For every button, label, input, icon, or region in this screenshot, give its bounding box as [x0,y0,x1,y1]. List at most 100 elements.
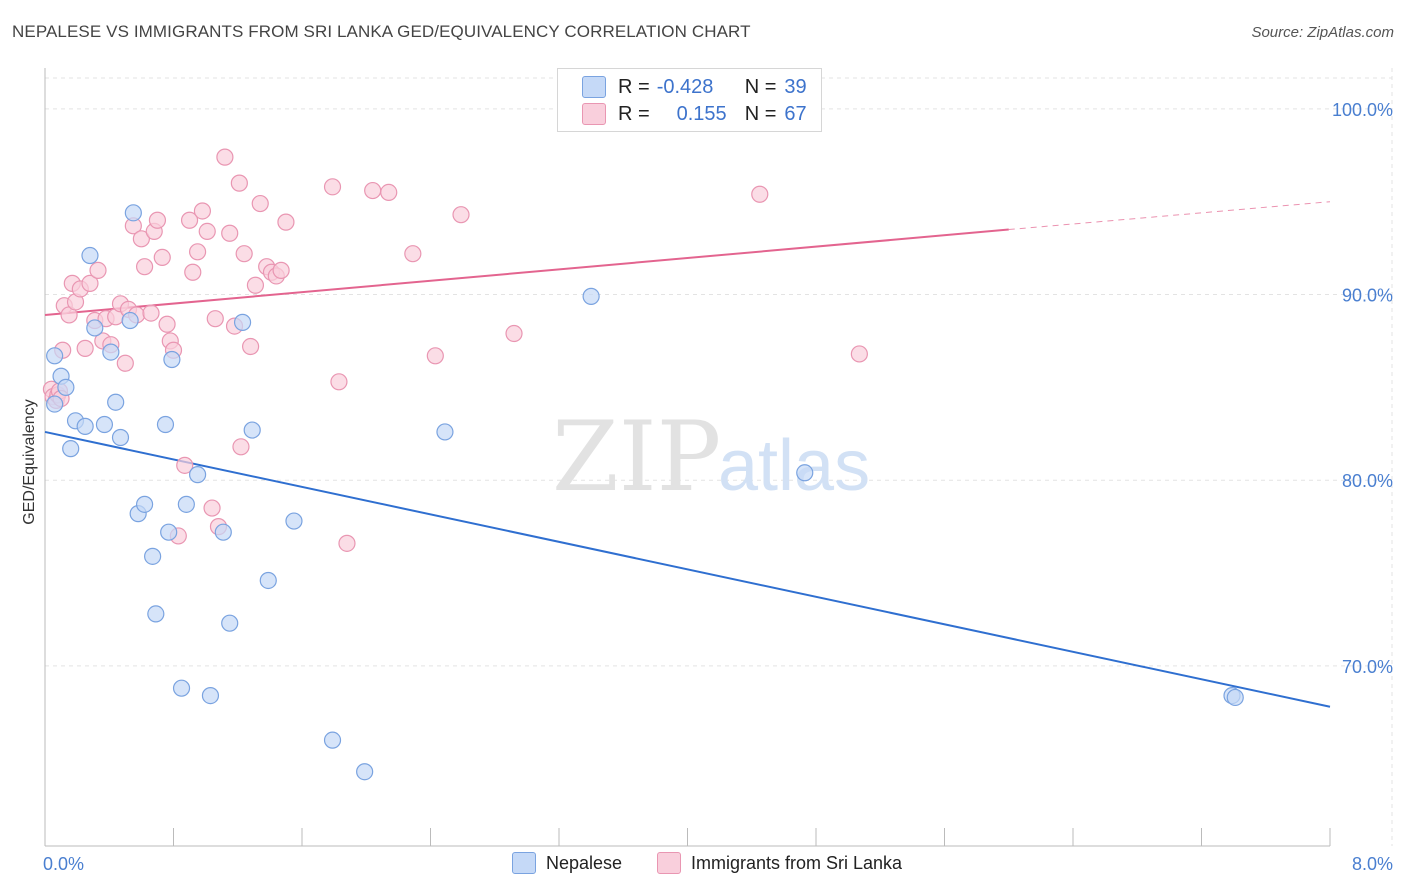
nepalese-point [156,415,175,434]
chart-title: NEPALESE VS IMMIGRANTS FROM SRI LANKA GE… [12,22,751,41]
series-swatch-blue [512,852,536,874]
legend-r-label: R = [618,102,650,125]
sri-lanka-point [426,347,444,365]
nepalese-point [147,605,165,623]
sri-lanka-point [81,274,99,292]
x-tick-label: 8.0% [1352,854,1393,874]
sri-lanka-trendline-extension [1008,201,1331,231]
nepalese-point [436,423,454,441]
nepalese-point [124,204,142,222]
sri-lanka-point [277,213,295,231]
nepalese-point [356,763,374,781]
sri-lanka-point [158,315,176,333]
nepalese-trendline [44,430,1331,708]
nepalese-point [76,417,94,435]
sri-lanka-point [338,534,356,552]
nepalese-point [107,393,125,411]
nepalese-point [285,512,303,530]
sri-lanka-point [323,178,342,196]
sri-lanka-point [330,373,348,391]
sri-lanka-point [505,324,523,343]
nepalese-point [1226,688,1244,707]
sri-lanka-point [242,337,260,356]
series-label-nepalese: Nepalese [546,852,623,873]
sri-lanka-point [116,354,134,372]
bottom-legend-sri-lanka[interactable]: Immigrants from Sri Lanka [657,852,902,874]
sri-lanka-point [452,206,470,224]
sri-lanka-point [751,185,769,203]
legend-r-label: R = [618,75,650,98]
stats-legend: R = -0.428 N = 39 R = 0.155 N = 67 [557,68,822,132]
y-tick-label: 90.0% [1342,286,1393,306]
y-axis-label: GED/Equivalency [21,399,38,524]
series-label-sri-lanka: Immigrants from Sri Lanka [691,852,903,873]
sri-lanka-point [176,456,194,474]
x-tick-label: 0.0% [43,854,84,874]
series-swatch-pink [657,852,681,874]
nepalese-point [796,464,814,482]
sri-lanka-point [193,202,212,220]
sri-lanka-trendline [44,228,1009,316]
sri-lanka-point [364,181,382,200]
nepalese-point [86,319,104,337]
sri-lanka-point [380,183,398,202]
legend-row-sri-lanka: R = 0.155 N = 67 [558,101,807,127]
nepalese-point [160,523,178,541]
nepalese-point [233,313,252,331]
legend-n-label: N = [744,75,777,98]
nepalese-point [46,395,64,413]
nepalese-point [102,343,120,361]
nepalese-point [188,466,207,484]
nepalese-point [201,686,220,705]
sri-lanka-point [251,194,269,213]
nepalese-point [214,523,232,541]
y-tick-label: 100.0% [1332,100,1393,120]
watermark-zip: ZIP [552,401,721,513]
sri-lanka-point [198,222,216,240]
sri-lanka-point [232,438,250,456]
sri-lanka-point [404,245,422,263]
sri-lanka-point [272,261,290,279]
sri-lanka-point [221,224,239,242]
y-tick-label: 70.0% [1342,657,1393,677]
y-tick-label: 80.0% [1342,471,1393,491]
watermark-atlas: atlas [718,426,870,506]
sri-lanka-point [142,304,160,322]
sri-lanka-point [180,211,199,229]
sri-lanka-point [188,243,207,261]
sri-lanka-point [850,345,868,363]
data-points [42,148,1244,781]
watermark: ZIP atlas [552,401,870,513]
nepalese-point [111,428,130,447]
nepalese-point [95,415,114,434]
nepalese-point [46,347,64,365]
nepalese-point [582,287,600,305]
nepalese-point [57,378,75,396]
sri-lanka-point [89,261,107,279]
nepalese-point [144,547,162,565]
trendlines [44,201,1331,708]
sri-lanka-point [235,245,253,263]
nepalese-point [323,731,342,749]
sri-lanka-point [206,310,224,328]
legend-swatch-blue [582,76,606,98]
sri-lanka-point [230,174,248,192]
sri-lanka-point [76,339,94,357]
nepalese-point [221,614,239,632]
nepalese-point [259,571,277,590]
legend-n-value: 39 [784,75,807,98]
sri-lanka-point [184,263,202,281]
sri-lanka-point [216,148,234,166]
bottom-legend-nepalese[interactable]: Nepalese [512,852,622,874]
sri-lanka-point [153,248,171,266]
tick-labels: 70.0% 80.0% 90.0% 100.0% 0.0% 8.0% [43,100,1393,874]
nepalese-point [172,679,191,697]
nepalese-point [62,440,80,458]
legend-n-label: N = [744,102,777,125]
legend-r-value: 0.155 [676,102,727,125]
legend-row-nepalese: R = -0.428 N = 39 [558,74,807,100]
nepalese-point [81,246,99,265]
nepalese-point [135,495,154,513]
nepalese-point [243,421,261,439]
